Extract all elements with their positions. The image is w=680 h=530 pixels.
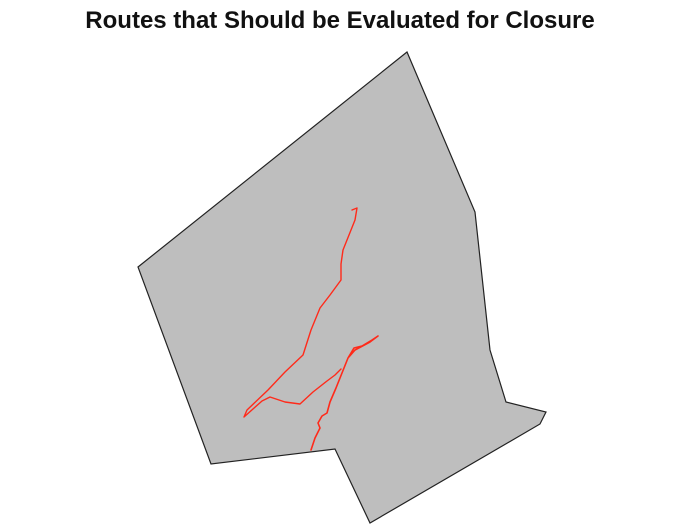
study-area-boundary — [138, 52, 546, 523]
